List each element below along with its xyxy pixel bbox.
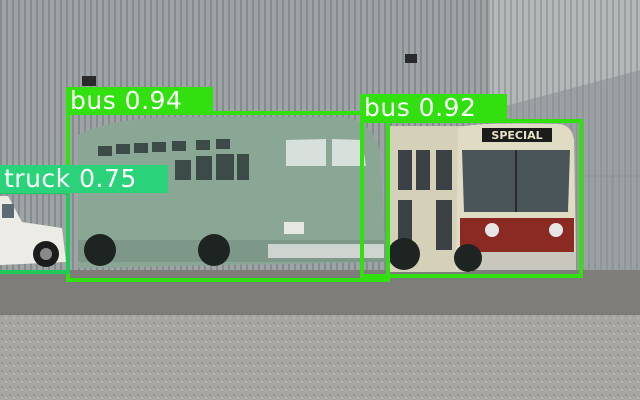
bus-detection-box [360,119,583,278]
bus-detection-label: bus 0.94 [66,87,213,115]
wall-lamp [82,76,96,86]
cream-bus-shape: SPECIAL [386,123,576,272]
truck-detection-box [0,190,70,274]
bus-detection-box [66,111,390,282]
bus-front-sign: SPECIAL [491,129,542,142]
gravel-ground [0,315,640,400]
green-bus-shape [78,117,386,268]
truck-detection-label: truck 0.75 [0,165,168,193]
bus-detection-label: bus 0.92 [360,94,507,122]
wall-lamp [405,54,417,63]
truck-shape [0,196,66,267]
